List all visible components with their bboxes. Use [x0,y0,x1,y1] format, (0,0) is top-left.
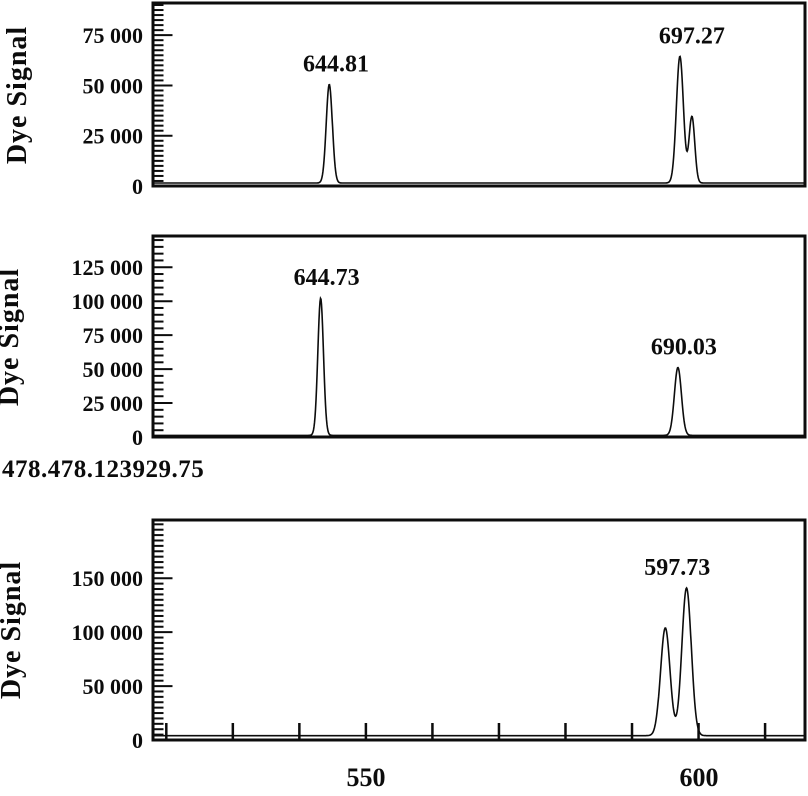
y-tick-label: 150 000 [72,566,144,591]
peak-label: 597.73 [644,555,710,581]
peak-label: 690.03 [651,335,717,361]
chart-panels: 0 25 000 50 000 75 000 644.81 697.27 0 25 000 50… [72,1,807,753]
plot-border [151,234,807,439]
y-tick-label: 25 000 [83,391,144,416]
panel-0: 0 25 000 50 000 75 000 644.81 697.27 [83,1,807,199]
plot-border [151,1,807,188]
y-tick-label: 75 000 [83,23,144,48]
stray-annotation-text: 478.478.123929.75 [2,456,204,483]
panel-2: 0 50 000 100 000 150 000 597.73 [72,518,807,753]
y-tick-label: 50 000 [83,357,144,382]
peak-label: 644.81 [303,51,369,77]
x-tick-label-550: 550 [347,763,386,792]
y-tick-label: 0 [132,728,143,753]
y-tick-label: 100 000 [72,620,144,645]
y-tick-label: 125 000 [72,255,144,280]
trace-path [153,295,805,437]
y-tick-label: 0 [132,174,143,199]
panel-1: 0 25 000 50 000 75 000 100 000 125 000 644.73 6… [72,234,807,450]
y-axis-title-middle: Dye Signal [0,268,25,406]
trace-path [153,586,805,737]
y-tick-label: 25 000 [83,124,144,149]
peak-label: 697.27 [659,23,725,49]
y-tick-label: 100 000 [72,289,144,314]
y-axis-title-bottom: Dye Signal [0,561,27,699]
trace-path [153,55,805,184]
y-tick-label: 75 000 [83,323,144,348]
plot-border [151,518,807,742]
y-axis-title-top: Dye Signal [2,26,33,164]
peak-label: 644.73 [294,265,360,291]
y-tick-label: 0 [132,425,143,450]
y-tick-label: 50 000 [83,73,144,98]
y-tick-label: 50 000 [83,674,144,699]
x-tick-label-600: 600 [680,763,719,792]
